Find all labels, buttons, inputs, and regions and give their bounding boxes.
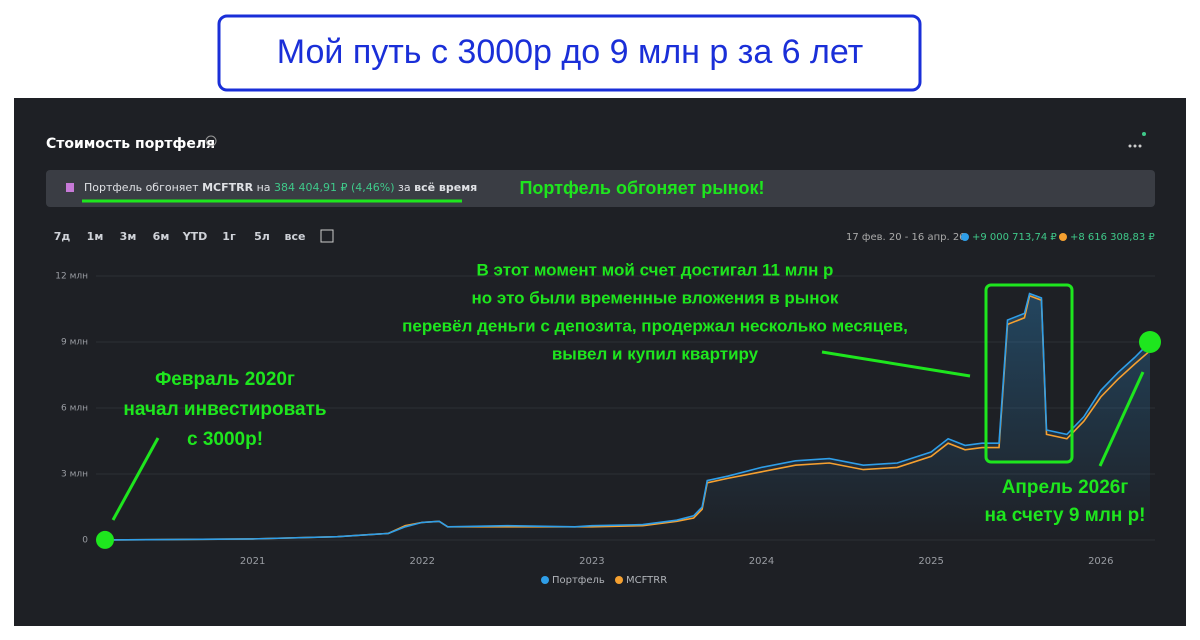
- annotation: Февраль 2020г: [155, 369, 295, 390]
- annotation: на счету 9 млн р!: [984, 505, 1145, 526]
- annotation: вывел и купил квартиру: [552, 344, 759, 363]
- annotation: начал инвестировать: [123, 399, 326, 420]
- menu-dot[interactable]: [1128, 144, 1132, 148]
- annotation: с 3000р!: [187, 429, 263, 450]
- arrow: [821, 350, 971, 378]
- notice-period: всё время: [414, 181, 477, 194]
- highlight-box: [984, 283, 1074, 464]
- total-dot: [1059, 233, 1067, 241]
- x-tick-label: 2026: [1088, 556, 1113, 567]
- y-tick-label: 0: [82, 536, 88, 546]
- notice-amount: 384 404,91 ₽: [274, 181, 347, 194]
- x-tick-label: 2021: [240, 556, 265, 567]
- info-icon[interactable]: [205, 135, 217, 147]
- notice-icon: [66, 183, 74, 192]
- period-button[interactable]: 6м: [153, 230, 170, 243]
- total: +9 000 713,74 ₽: [972, 232, 1057, 243]
- arrow: [1098, 371, 1145, 467]
- period-button[interactable]: 1м: [87, 230, 104, 243]
- y-tick-label: 6 млн: [61, 404, 88, 414]
- line: [104, 292, 1151, 541]
- banner-box: [217, 14, 922, 92]
- period-button[interactable]: 7д: [54, 230, 71, 243]
- period-button[interactable]: YTD: [182, 230, 208, 243]
- calendar-icon[interactable]: [320, 229, 334, 243]
- y-tick-label: 12 млн: [55, 272, 88, 282]
- period-button[interactable]: 1г: [222, 230, 236, 243]
- arrow: [111, 437, 160, 521]
- legend-label: Портфель: [552, 575, 605, 586]
- annotation: Апрель 2026г: [1002, 477, 1129, 498]
- x-tick-label: 2022: [410, 556, 435, 567]
- notice-text: Портфель обгоняет: [84, 181, 199, 194]
- notice-bar: [46, 170, 1155, 207]
- notice-callout: Портфель обгоняет рынок!: [519, 178, 764, 198]
- banner: Мой путь с 3000р до 9 млн р за 6 лет: [277, 33, 863, 71]
- total-dot: [961, 233, 969, 241]
- plot: 7д 1м 3м 6м YTD 1г 5л все 0 3 млн 6 млн 9 млн 12 млн…: [54, 230, 1161, 586]
- legend-swatch: [615, 576, 623, 584]
- legend-swatch: [541, 576, 549, 584]
- end-marker: [1139, 331, 1161, 353]
- total: +8 616 308,83 ₽: [1070, 232, 1155, 243]
- period-button[interactable]: 5л: [254, 230, 270, 243]
- y-tick-label: 9 млн: [61, 338, 88, 348]
- area: [105, 293, 1150, 540]
- panel-title: Стоимость портфеля: [46, 136, 215, 152]
- notice-text: на: [257, 181, 271, 194]
- start-marker: [96, 530, 114, 549]
- notice: Портфель обгоняет MCFTRR на 384 404,91 ₽…: [84, 181, 477, 194]
- notice-index: MCFTRR: [202, 181, 254, 194]
- menu-dot: [1138, 144, 1142, 148]
- x-tick-label: 2024: [749, 556, 774, 567]
- x-tick-label: 2023: [579, 556, 604, 567]
- period-button[interactable]: все: [285, 230, 306, 243]
- y-tick-label: 3 млн: [61, 470, 88, 480]
- menu-dot: [1133, 144, 1137, 148]
- notice-text: за: [398, 181, 411, 194]
- annotation: перевёл деньги с депозита, продержал нес…: [402, 316, 908, 335]
- status-dot: [1142, 132, 1146, 136]
- x-tick-label: 2025: [918, 556, 943, 567]
- annotation: но это были временные вложения в рынок: [472, 288, 839, 307]
- period-button[interactable]: 3м: [120, 230, 137, 243]
- notice-percent: (4,46%): [351, 181, 395, 194]
- annotation: В этот момент мой счет достигал 11 млн р: [477, 260, 834, 279]
- range: 17 фев. 20 - 16 апр. 26: [846, 232, 966, 243]
- legend-label: MCFTRR: [626, 575, 667, 586]
